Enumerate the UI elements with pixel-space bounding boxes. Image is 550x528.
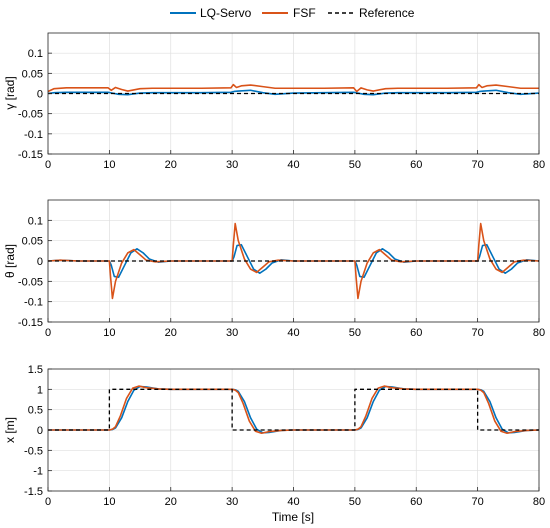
y-tick-label: -1.5 — [24, 486, 43, 498]
legend-label-lq-servo: LQ-Servo — [200, 6, 252, 20]
y-tick-label: 0.05 — [22, 236, 43, 248]
x-tick-label: 60 — [410, 496, 422, 508]
y-tick-label: -0.15 — [18, 317, 43, 329]
x-tick-label: 10 — [103, 496, 115, 508]
y-axis-label-gamma: γ [rad] — [3, 76, 17, 109]
y-ticks-x: -1.5 -1 -0.5 0 0.5 1 1.5 — [24, 364, 52, 498]
x-tick-label: 40 — [287, 159, 299, 171]
legend-label-fsf: FSF — [293, 6, 316, 20]
panel-theta: 0 10 20 30 40 50 60 70 80 -0.15 -0.1 -0.05 0 0.05 0.1… — [3, 199, 545, 339]
x-tick-label: 20 — [165, 327, 177, 339]
x-ticks-x: 0 10 20 30 40 50 60 70 80 — [45, 487, 545, 508]
x-tick-label: 20 — [165, 496, 177, 508]
y-ticks-gamma: -0.15 -0.1 -0.05 0 0.05 0.1 — [18, 48, 52, 161]
x-axis-label: Time [s] — [272, 510, 314, 524]
y-tick-label: 0.5 — [28, 405, 43, 417]
y-tick-label: -0.05 — [18, 276, 43, 288]
panel-x: 0 10 20 30 40 50 60 70 80 -1.5 -1 -0.5 0 0.5 1 1.5 x [… — [3, 364, 545, 524]
x-tick-label: 0 — [45, 327, 51, 339]
x-tick-label: 70 — [472, 327, 484, 339]
y-tick-label: -0.1 — [24, 129, 43, 141]
series-theta — [47, 222, 540, 300]
x-tick-label: 40 — [287, 496, 299, 508]
x-tick-label: 80 — [533, 327, 545, 339]
x-tick-label: 10 — [103, 159, 115, 171]
x-tick-label: 30 — [226, 496, 238, 508]
y-tick-label: 1.5 — [28, 364, 43, 376]
x-tick-label: 50 — [349, 327, 361, 339]
y-tick-label: -0.05 — [18, 109, 43, 121]
y-tick-label: 0 — [37, 425, 43, 437]
y-axis-label-theta: θ [rad] — [3, 244, 17, 278]
x-tick-label: 30 — [226, 327, 238, 339]
x-ticks-theta: 0 10 20 30 40 50 60 70 80 — [45, 318, 545, 339]
series-gamma — [47, 83, 540, 96]
x-tick-label: 80 — [533, 496, 545, 508]
x-tick-label: 0 — [45, 159, 51, 171]
y-tick-label: -0.15 — [18, 149, 43, 161]
y-tick-label: 0 — [37, 89, 43, 101]
panel-gamma: 0 10 20 30 40 50 60 70 80 -0.15 -0.1 -0.05 0 0.05 0.1… — [3, 32, 545, 171]
x-tick-label: 30 — [226, 159, 238, 171]
y-tick-label: 0 — [37, 256, 43, 268]
x-ticks-gamma: 0 10 20 30 40 50 60 70 80 — [45, 150, 545, 171]
y-tick-label: 1 — [37, 384, 43, 396]
y-tick-label: 0.1 — [28, 215, 43, 227]
x-tick-label: 0 — [45, 496, 51, 508]
x-tick-label: 50 — [349, 496, 361, 508]
y-tick-label: -0.5 — [24, 445, 43, 457]
x-tick-label: 60 — [410, 327, 422, 339]
y-tick-label: -0.1 — [24, 297, 43, 309]
y-axis-label-x: x [m] — [3, 417, 17, 443]
x-tick-label: 70 — [472, 496, 484, 508]
y-ticks-theta: -0.15 -0.1 -0.05 0 0.05 0.1 — [18, 215, 52, 329]
series-line-fsf-x — [48, 385, 540, 435]
x-tick-label: 70 — [472, 159, 484, 171]
series-line-fsf-theta — [47, 222, 540, 300]
x-tick-label: 50 — [349, 159, 361, 171]
x-tick-label: 10 — [103, 327, 115, 339]
series-line-lq-servo-gamma — [47, 89, 540, 96]
y-tick-label: -1 — [33, 466, 43, 478]
y-tick-label: 0.1 — [28, 48, 43, 60]
legend-label-reference: Reference — [359, 6, 415, 20]
x-tick-label: 80 — [533, 159, 545, 171]
series-line-fsf-gamma — [47, 83, 539, 93]
y-tick-label: 0.05 — [22, 68, 43, 80]
x-tick-label: 20 — [165, 159, 177, 171]
legend: LQ-Servo FSF Reference — [170, 6, 415, 20]
x-tick-label: 40 — [287, 327, 299, 339]
series-x — [48, 385, 540, 435]
x-tick-label: 60 — [410, 159, 422, 171]
